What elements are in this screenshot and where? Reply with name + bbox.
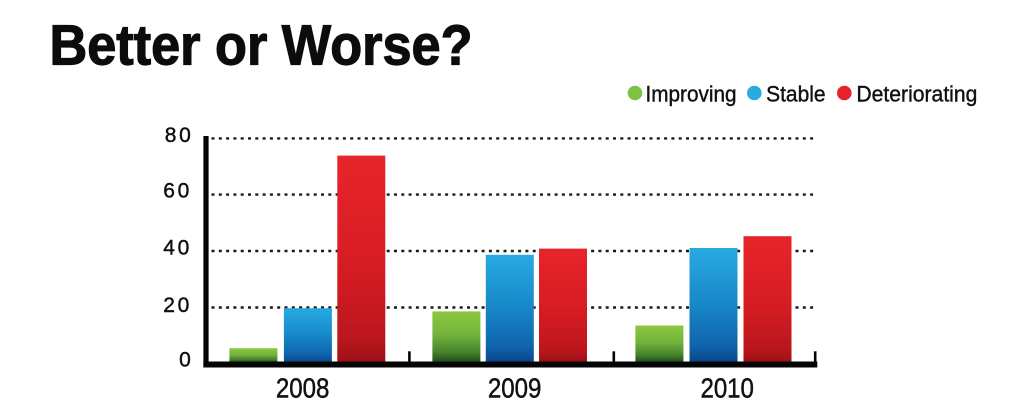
svg-text:2008: 2008	[276, 373, 330, 404]
svg-text:2009: 2009	[488, 373, 542, 404]
svg-text:0: 0	[179, 349, 191, 372]
svg-text:Deteriorating: Deteriorating	[856, 82, 977, 107]
svg-text:Stable: Stable	[766, 82, 826, 107]
svg-text:Better or Worse?: Better or Worse?	[50, 14, 473, 78]
svg-text:2010: 2010	[700, 373, 754, 404]
svg-text:Improving: Improving	[646, 82, 737, 107]
